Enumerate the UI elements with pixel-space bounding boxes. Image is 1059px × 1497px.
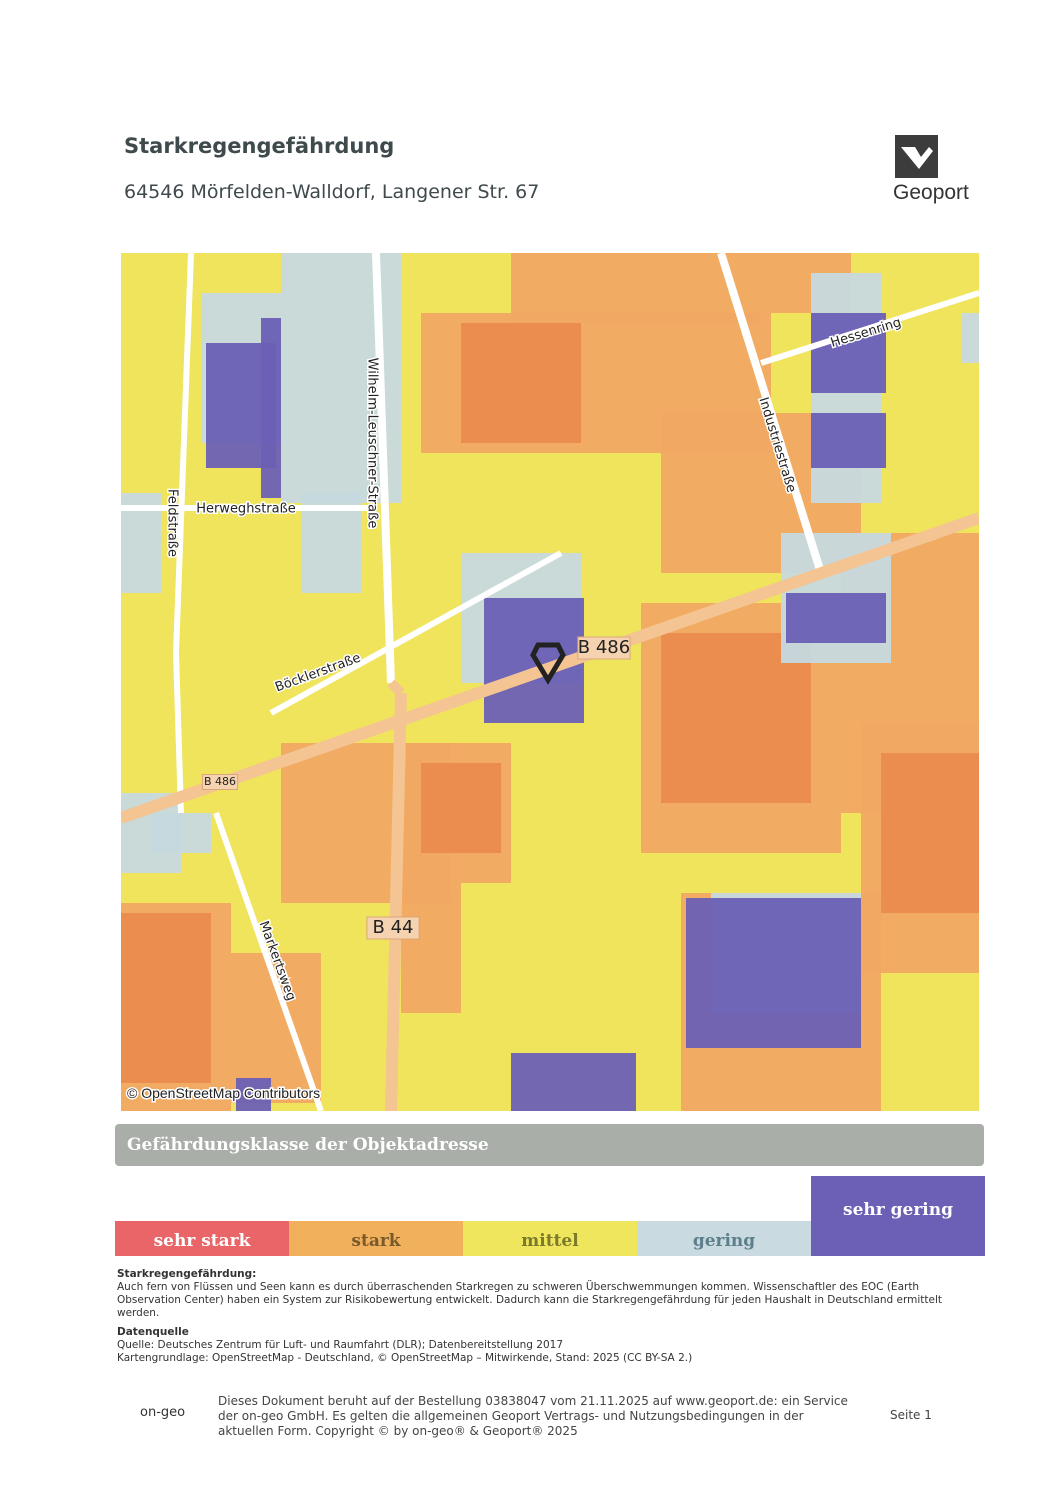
street-label: Herweghstraße: [196, 502, 296, 517]
footer-line: aktuellen Form. Copyright © by on-geo® &…: [218, 1424, 578, 1438]
road: [172, 253, 194, 814]
description: Starkregengefährdung: Auch fern von Flüs…: [117, 1268, 977, 1320]
road: [385, 692, 407, 1111]
section-title: Gefährdungsklasse der Objektadresse: [115, 1124, 984, 1166]
title: Starkregengefährdung: [124, 134, 395, 158]
footer-brand: on-geo: [140, 1405, 186, 1420]
source-heading: Datenquelle: [117, 1326, 189, 1338]
road: [372, 253, 395, 684]
road: [269, 550, 563, 716]
hazard-area: [511, 1053, 636, 1111]
footer-line: Dieses Dokument beruht auf der Bestellun…: [218, 1394, 848, 1408]
hazard-area: [401, 883, 461, 1013]
street-label: Feldstraße: [165, 489, 180, 557]
footer-text: Dieses Dokument beruht auf der Bestellun…: [218, 1394, 848, 1439]
source-line: Quelle: Deutsches Zentrum für Luft- und …: [117, 1339, 563, 1351]
logo-icon: [895, 135, 938, 178]
description-text: Auch fern von Flüssen und Seen kann es d…: [117, 1281, 942, 1319]
street-label: B 486: [204, 775, 236, 788]
hazard-area: [881, 753, 979, 913]
road-shield: [577, 636, 631, 660]
hazard-area: [421, 763, 501, 853]
hazard-area: [461, 323, 581, 443]
road: [213, 812, 324, 1111]
road-shield: [366, 916, 420, 940]
road: [717, 253, 825, 575]
address: 64546 Mörfelden-Walldorf, Langener Str. …: [124, 181, 540, 203]
footer-line: der on-geo GmbH. Es gelten die allgemein…: [218, 1409, 804, 1423]
street-label: B 486: [578, 637, 630, 658]
road: [387, 679, 405, 697]
road: [121, 512, 979, 824]
hazard-class: gering: [637, 1221, 811, 1256]
hazard-area: [261, 318, 281, 498]
street-label: B 44: [373, 917, 414, 938]
description-heading: Starkregengefährdung:: [117, 1268, 257, 1280]
source-line: Kartengrundlage: OpenStreetMap - Deutsch…: [117, 1352, 693, 1364]
hazard-area: [121, 913, 211, 1083]
location-marker: [530, 642, 566, 685]
attribution: © OpenStreetMap Contributors: [127, 1085, 320, 1101]
hazard-area: [236, 1078, 271, 1111]
hazard-class: stark: [289, 1221, 463, 1256]
source: Datenquelle Quelle: Deutsches Zentrum fü…: [117, 1326, 977, 1365]
hazard-area: [151, 813, 211, 853]
hazard-class: mittel: [463, 1221, 637, 1256]
road: [760, 290, 979, 366]
map: Wilhelm-Leuschner-StraßeHessenringIndust…: [121, 253, 979, 1111]
hazard-class: sehr gering: [811, 1176, 985, 1256]
hazard-area: [511, 253, 761, 323]
hazard-area: [811, 413, 886, 468]
page-number: Seite 1: [890, 1408, 932, 1422]
hazard-area: [786, 593, 886, 643]
hazard-area: [686, 898, 861, 1048]
hazard-class: sehr stark: [115, 1221, 289, 1256]
street-label: Wilhelm-Leuschner-Straße: [365, 358, 380, 529]
hazard-area: [961, 313, 979, 363]
logo: Geoport: [893, 181, 969, 204]
road-shield: [201, 774, 239, 790]
